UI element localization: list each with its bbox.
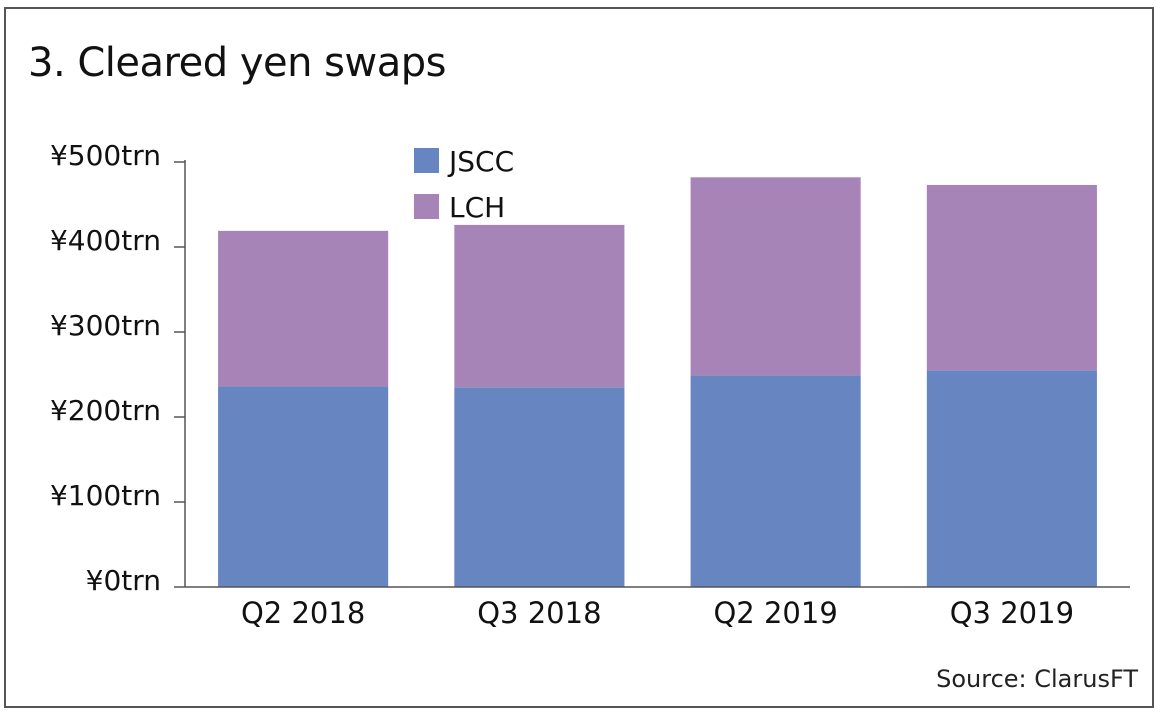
y-tick-label-400: ¥400trn <box>50 224 161 257</box>
bar-lch-q2-2018 <box>218 230 389 387</box>
chart-title: 3. Cleared yen swaps <box>28 40 446 86</box>
axes-group: Q2 2018 Q3 2018 Q2 2019 Q3 2019 ¥0trn ¥100trn… <box>50 139 1130 630</box>
bar-jscc-q3-2018 <box>454 387 625 587</box>
bar-jscc-q2-2019 <box>690 375 861 587</box>
bar-lch-q2-2019 <box>690 177 861 376</box>
bars-group <box>218 177 1097 587</box>
bar-lch-q3-2018 <box>454 224 625 388</box>
y-tick-label-500: ¥500trn <box>50 139 161 172</box>
x-tick-label-q3-2019: Q3 2019 <box>950 596 1074 630</box>
x-tick-label-q3-2018: Q3 2018 <box>477 596 601 630</box>
legend-label-lch: LCH <box>449 191 505 224</box>
x-tick-label-q2-2019: Q2 2019 <box>713 596 837 630</box>
y-tick-label-0: ¥0trn <box>86 564 161 597</box>
y-tick-label-100: ¥100trn <box>50 479 161 512</box>
legend-swatch-lch <box>414 194 439 219</box>
legend: JSCC LCH <box>414 145 514 224</box>
y-tick-label-200: ¥200trn <box>50 394 161 427</box>
bar-jscc-q2-2018 <box>218 386 389 587</box>
legend-swatch-jscc <box>414 148 439 173</box>
bar-jscc-q3-2019 <box>926 370 1097 587</box>
bar-lch-q3-2019 <box>926 184 1097 371</box>
x-tick-label-q2-2018: Q2 2018 <box>241 596 365 630</box>
chart-frame <box>4 7 1154 708</box>
legend-label-jscc: JSCC <box>447 145 514 178</box>
y-tick-label-300: ¥300trn <box>50 309 161 342</box>
source-note: Source: ClarusFT <box>936 665 1138 693</box>
